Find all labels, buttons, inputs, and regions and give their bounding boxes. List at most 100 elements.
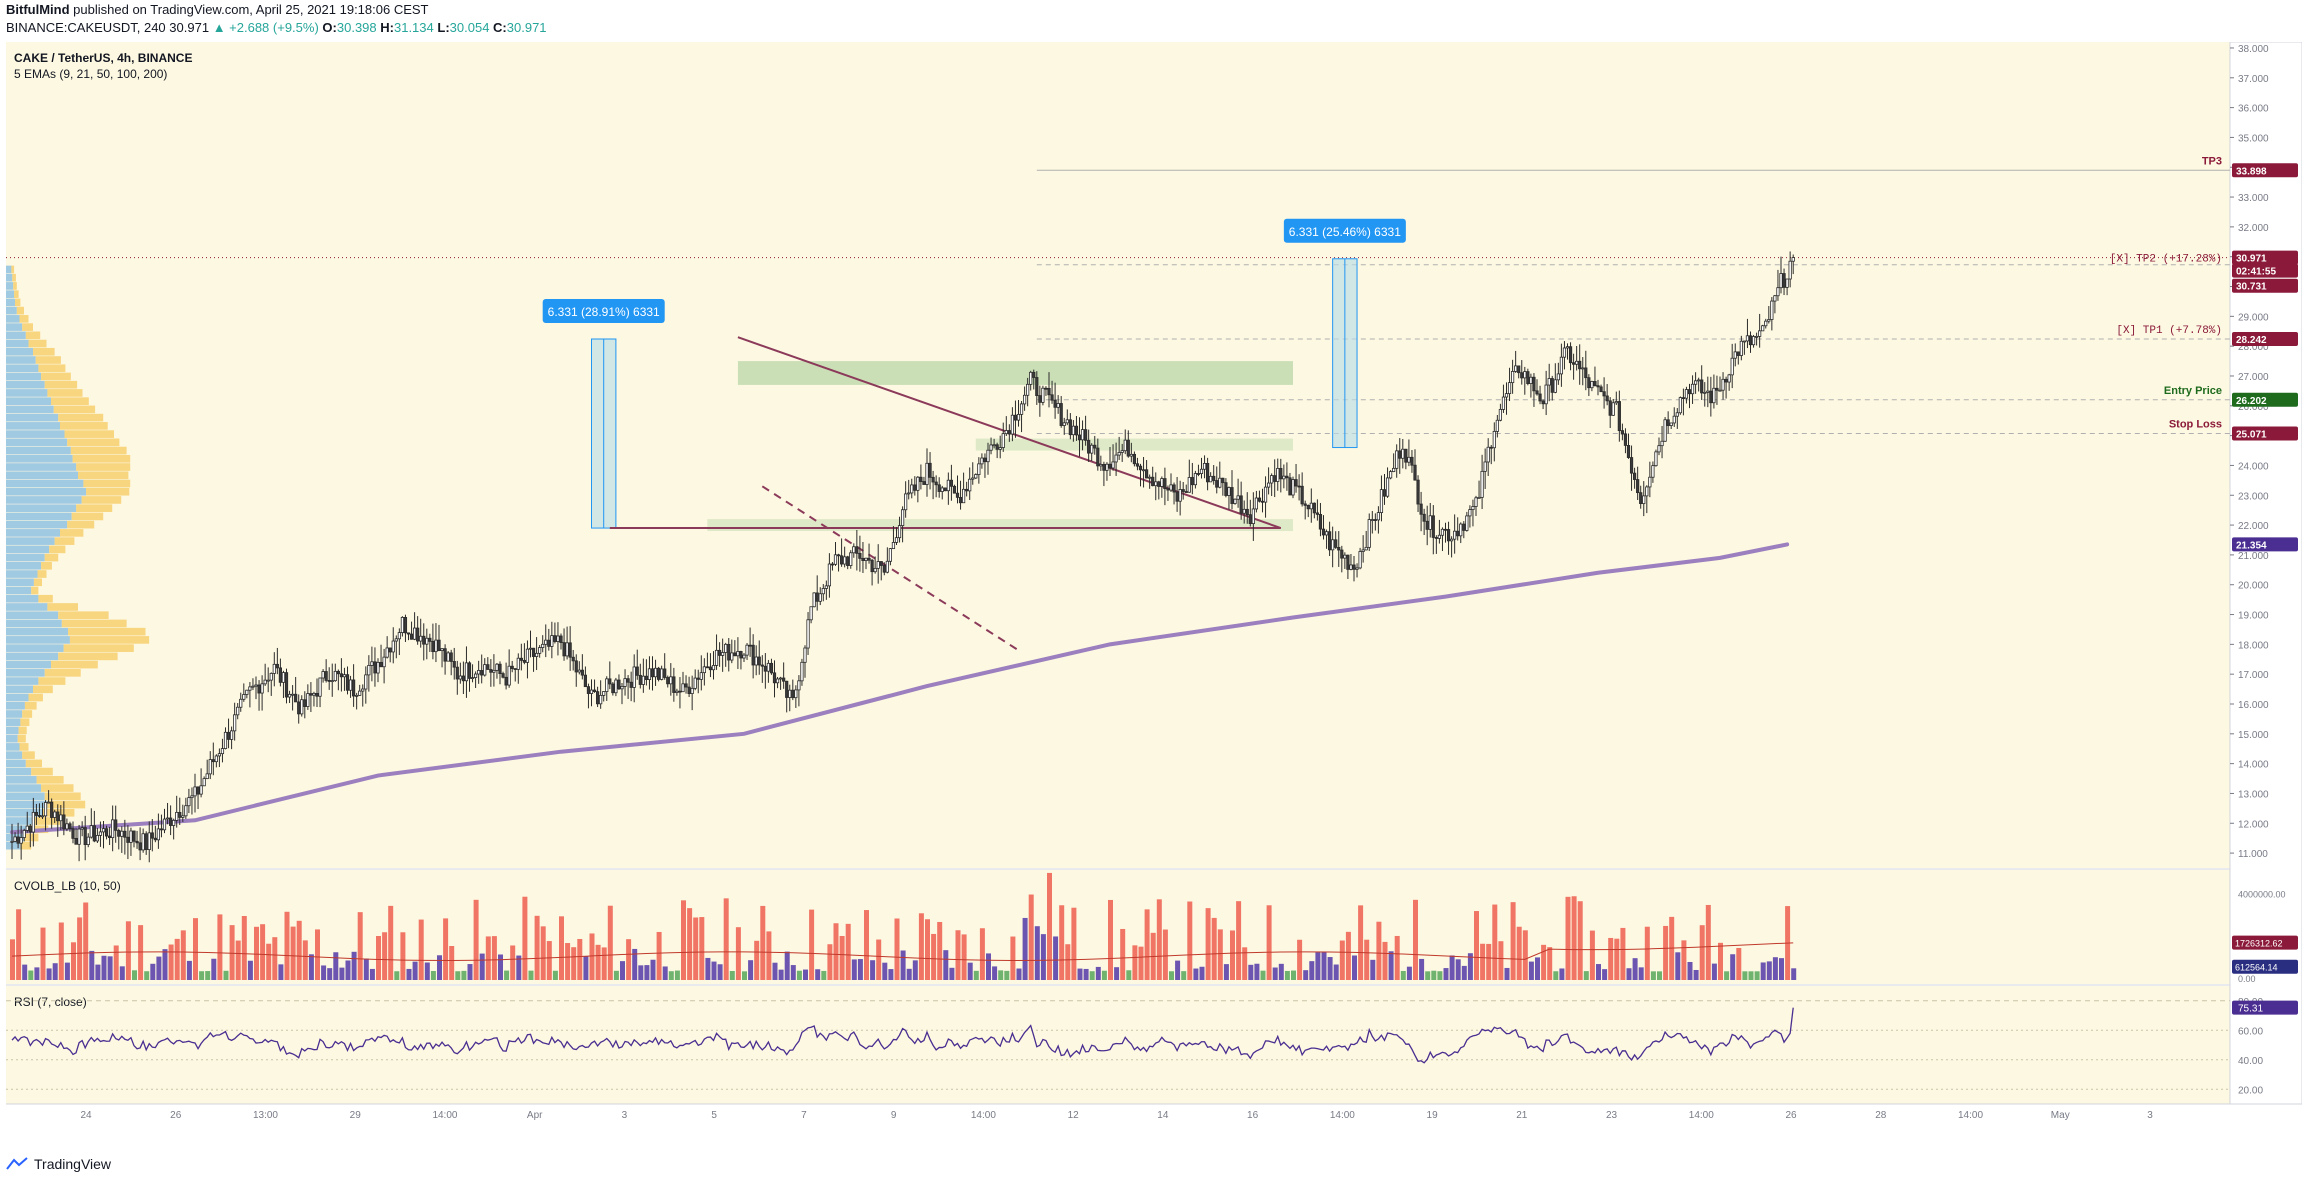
- candle-body: [1199, 468, 1204, 474]
- candle-body: [1373, 519, 1377, 521]
- candle-body: [1736, 351, 1740, 356]
- volume-bar: [565, 943, 571, 980]
- candle-body: [1648, 476, 1652, 488]
- candle-body: [1639, 492, 1643, 505]
- volume-profile-up-bar: [6, 471, 78, 480]
- candle-body: [1694, 380, 1698, 385]
- volume-bar: [1571, 896, 1577, 980]
- tradingview-logo-icon[interactable]: [6, 1157, 28, 1171]
- ema-price-label: 21.354: [2236, 540, 2267, 551]
- candle-body: [1065, 419, 1069, 424]
- volume-bar: [1248, 964, 1254, 980]
- candle-body: [1742, 340, 1746, 343]
- volume-profile-up-bar: [6, 792, 45, 801]
- candle-body: [172, 819, 176, 826]
- volume-bar: [1144, 909, 1150, 980]
- candle-body: [416, 627, 420, 642]
- candle-body: [513, 668, 517, 670]
- candle-body: [864, 557, 868, 561]
- candle-body: [419, 635, 423, 642]
- volume-profile-up-bar: [6, 438, 68, 447]
- candle-body: [480, 670, 484, 676]
- candle-body: [1352, 564, 1356, 570]
- candle-body: [483, 664, 487, 676]
- candle-body: [1355, 567, 1359, 570]
- volume-bar: [223, 970, 229, 980]
- candle-body: [1135, 463, 1140, 467]
- volume-bar: [1059, 905, 1065, 980]
- footer-brand[interactable]: TradingView: [34, 1156, 112, 1172]
- volume-bar: [735, 927, 741, 980]
- volume-profile-down-bar: [44, 553, 59, 562]
- rsi-value-label: 75.31: [2238, 1004, 2263, 1015]
- candle-body: [284, 672, 289, 698]
- candle-body: [916, 476, 920, 491]
- candle-body: [1767, 319, 1771, 322]
- time-tick-label: 19: [1427, 1110, 1439, 1121]
- candle-body: [467, 662, 472, 679]
- volume-bar: [882, 962, 888, 980]
- volume-bar: [327, 968, 333, 980]
- volume-bar: [1718, 942, 1723, 980]
- volume-bar: [437, 955, 442, 980]
- volume-bar: [760, 905, 766, 980]
- candle-body: [528, 647, 533, 650]
- high-value: 31.134: [393, 20, 434, 35]
- volume-bar: [1772, 957, 1778, 980]
- volume-bar: [1626, 968, 1632, 980]
- volume-bar: [1254, 963, 1260, 980]
- volume-bar: [1040, 934, 1046, 980]
- author-name[interactable]: BitfulMind: [6, 2, 70, 17]
- candle-body: [840, 555, 844, 565]
- candle-body: [217, 753, 221, 757]
- volume-profile-down-bar: [54, 537, 75, 545]
- volume-last-label: 612564.14: [2235, 963, 2278, 973]
- price-tick-label: 21.000: [2238, 551, 2269, 562]
- volume-bar: [961, 934, 967, 980]
- candle-body: [730, 652, 734, 661]
- candle-body: [1532, 376, 1536, 392]
- candle-body: [272, 663, 276, 674]
- volume-profile-down-bar: [12, 273, 16, 282]
- candle-body: [1294, 479, 1298, 487]
- price-tick-label: 32.000: [2238, 223, 2269, 234]
- volume-bar: [1211, 917, 1217, 980]
- volume-profile-down-bar: [33, 347, 55, 356]
- candle-body: [562, 642, 566, 657]
- volume-bar: [1528, 961, 1534, 980]
- candle-body: [721, 652, 725, 656]
- volume-bar: [656, 931, 662, 980]
- candle-body: [1077, 434, 1082, 441]
- volume-bar: [1608, 937, 1614, 980]
- candle-body: [617, 679, 621, 690]
- volume-bar: [180, 930, 186, 980]
- candle-body: [1285, 475, 1289, 479]
- candle-body: [733, 652, 737, 657]
- candle-body: [364, 674, 368, 690]
- volume-bar: [1162, 929, 1168, 980]
- candle-body: [412, 627, 417, 640]
- volume-bar: [1632, 958, 1638, 980]
- candle-body: [1178, 489, 1182, 502]
- candle-body: [626, 678, 630, 683]
- candle-body: [339, 673, 344, 678]
- candle-body: [559, 635, 563, 644]
- price-tick-label: 13.000: [2238, 789, 2269, 800]
- candle-body: [1315, 512, 1319, 515]
- volume-profile-up-bar: [6, 265, 12, 274]
- change-value: ▲ +2.688 (+9.5%): [212, 20, 319, 35]
- candle-body: [1581, 367, 1585, 370]
- volume-profile-up-bar: [6, 282, 14, 290]
- volume-profile-up-bar: [6, 422, 60, 430]
- volume-bar: [1724, 971, 1730, 980]
- volume-profile-down-bar: [63, 644, 134, 652]
- candle-body: [525, 648, 530, 663]
- candle-body: [925, 462, 929, 485]
- chart-area[interactable]: 38.00037.00036.00035.00034.00033.00032.0…: [6, 42, 2302, 1152]
- volume-profile-up-bar: [6, 504, 77, 513]
- dashed-trendline: [761, 485, 1020, 652]
- volume-bar: [16, 909, 22, 980]
- volume-bar: [479, 953, 485, 980]
- volume-bar: [1480, 943, 1486, 980]
- candle-body: [400, 617, 405, 633]
